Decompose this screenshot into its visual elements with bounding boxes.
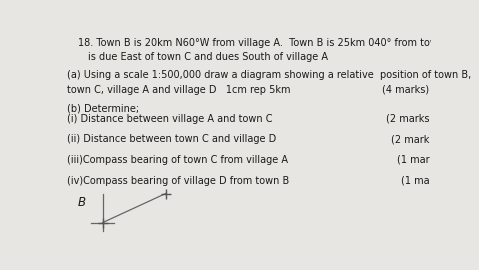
Text: (1 ma: (1 ma — [400, 176, 429, 186]
Text: (1 mar: (1 mar — [397, 155, 429, 165]
Text: (2 marks: (2 marks — [386, 114, 429, 124]
Text: B: B — [78, 196, 86, 209]
Text: (i) Distance between village A and town C: (i) Distance between village A and town … — [67, 114, 273, 124]
Text: (ii) Distance between town C and village D: (ii) Distance between town C and village… — [67, 134, 276, 144]
Text: (a) Using a scale 1:500,000 draw a diagram showing a relative  position of town : (a) Using a scale 1:500,000 draw a diagr… — [67, 70, 471, 80]
Text: (iv)Compass bearing of village D from town B: (iv)Compass bearing of village D from to… — [67, 176, 289, 186]
Text: 18. Town B is 20km N60°W from village A.  Town B is 25km 040° from town C. Villa: 18. Town B is 20km N60°W from village A.… — [79, 38, 479, 48]
Text: is due East of town C and dues South of village A: is due East of town C and dues South of … — [88, 52, 328, 62]
Text: (b) Determine;: (b) Determine; — [67, 103, 139, 113]
Text: (2 mark: (2 mark — [391, 134, 429, 144]
Text: town C, village A and village D   1cm rep 5km: town C, village A and village D 1cm rep … — [67, 85, 291, 95]
Text: (4 marks): (4 marks) — [382, 85, 429, 95]
Text: (iii)Compass bearing of town C from village A: (iii)Compass bearing of town C from vill… — [67, 155, 288, 165]
